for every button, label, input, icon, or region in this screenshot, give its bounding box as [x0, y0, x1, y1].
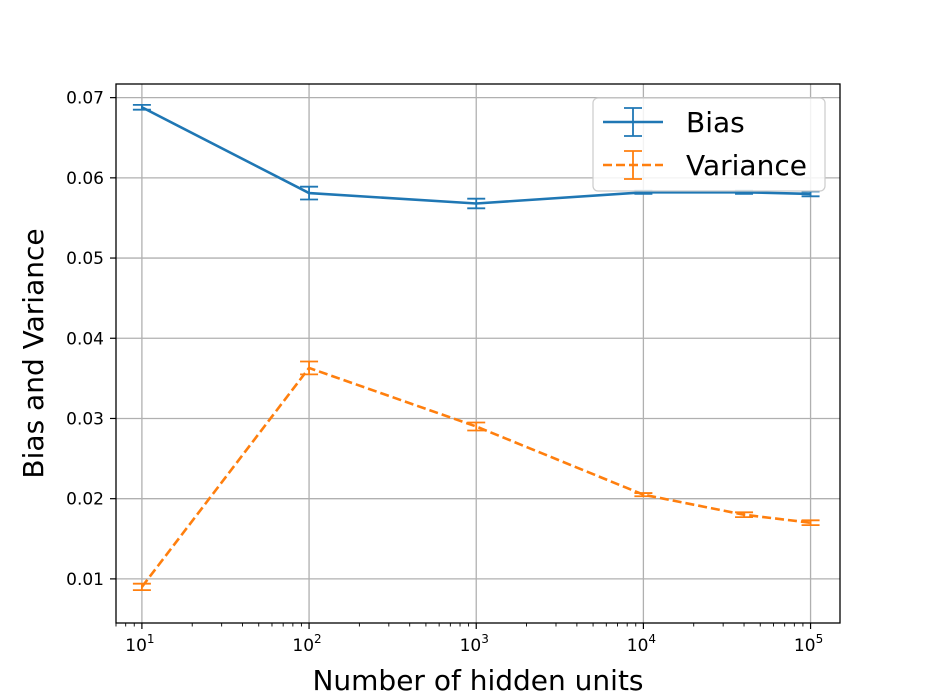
x-tick-label: 105: [794, 632, 823, 656]
variance-line: [140, 366, 811, 588]
plot-frame: [115, 83, 841, 624]
legend-label-variance: Variance: [686, 149, 807, 182]
x-tick-exponent: 3: [481, 632, 489, 646]
x-tick-exponent: 2: [314, 632, 322, 646]
variance-series: [132, 360, 820, 592]
legend-item-bias: Bias: [603, 106, 745, 139]
y-tick-label: 0.06: [66, 169, 104, 189]
x-axis-title: Number of hidden units: [312, 664, 643, 697]
legend-item-variance: Variance: [603, 149, 807, 182]
x-tick-base: 10: [292, 636, 314, 656]
variance-error-bar: [300, 360, 319, 376]
x-tick-label: 102: [292, 632, 321, 656]
variance-error-bar: [634, 492, 653, 498]
variance-error-bar: [132, 582, 151, 592]
variance-error-bar: [735, 511, 754, 519]
y-tick-label: 0.04: [66, 329, 104, 349]
y-axis-title: Bias and Variance: [17, 228, 50, 478]
x-tick-base: 10: [794, 636, 816, 656]
x-tick-base: 10: [627, 636, 649, 656]
x-tick-label: 103: [460, 632, 489, 656]
x-tick-label: 104: [627, 632, 656, 656]
legend: Bias Variance: [592, 97, 826, 192]
variance-error-bar: [801, 519, 820, 527]
bias-line: [141, 106, 811, 205]
grid: [116, 84, 840, 623]
series-layer: [132, 103, 820, 592]
x-tick-base: 10: [125, 636, 147, 656]
y-tick-label: 0.01: [66, 570, 104, 590]
x-tick-exponent: 1: [147, 632, 155, 646]
y-tick-label: 0.07: [66, 89, 104, 109]
y-tick-label: 0.03: [66, 409, 104, 429]
x-tick-exponent: 4: [648, 632, 656, 646]
x-tick-label: 101: [125, 632, 154, 656]
x-tick-exponent: 5: [816, 632, 824, 646]
y-tick-label: 0.02: [66, 490, 104, 510]
bias-error-bar: [300, 185, 319, 201]
y-tick-label: 0.05: [66, 249, 104, 269]
x-tick-base: 10: [460, 636, 482, 656]
variance-error-bar: [467, 421, 486, 432]
legend-label-bias: Bias: [686, 106, 745, 139]
bias-error-bar: [132, 103, 151, 111]
bias-error-bar: [467, 197, 486, 210]
